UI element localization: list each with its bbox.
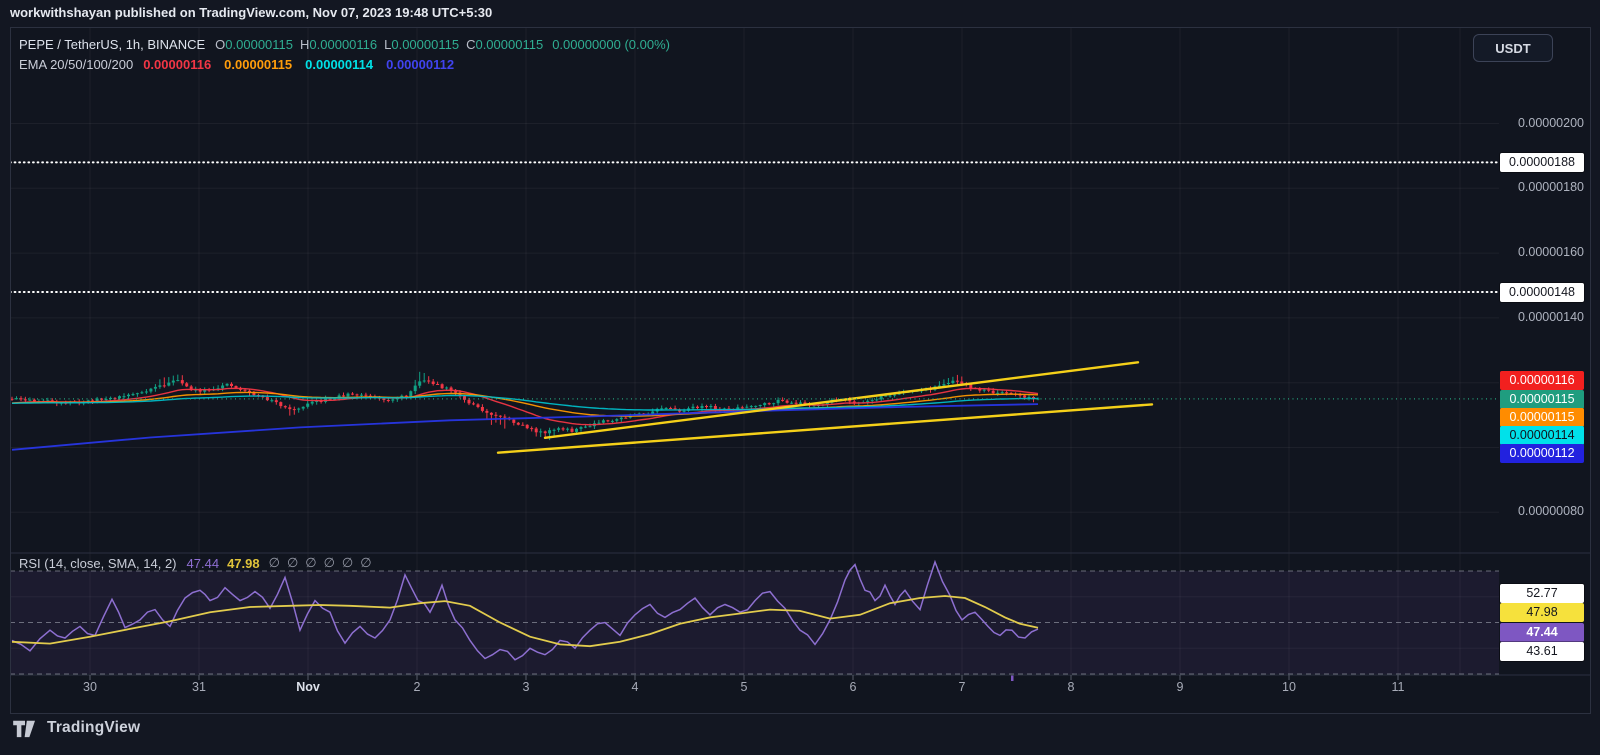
time-axis-label: 3 (522, 680, 530, 694)
ohlc-value: 0.00000115 (475, 37, 544, 52)
rsi-value-label: 47.44 (1500, 622, 1584, 642)
chart-canvas[interactable] (11, 28, 1590, 713)
attribution-text: workwithshayan published on TradingView.… (10, 5, 493, 20)
rsi-value: 47.44 (186, 555, 220, 571)
last-bar-marker (1011, 675, 1014, 681)
ohlc-value: 0.00000115 (391, 37, 460, 52)
empty-value-icon: ∅ (305, 555, 317, 570)
ohlc-key: O (215, 37, 226, 52)
trendlines[interactable] (496, 361, 1154, 454)
rsi-indicator-title[interactable]: RSI (14, close, SMA, 14, 2) (19, 555, 177, 571)
rsi-value-label: 47.98 (1500, 602, 1584, 622)
series-price-label: 0.00000115 (1500, 389, 1584, 409)
empty-value-icon: ∅ (286, 555, 299, 570)
change-value: 0.00000000 (0.00%) (552, 37, 670, 52)
rsi-ma-line[interactable] (11, 595, 1039, 648)
rsi-value-label: 43.61 (1500, 641, 1584, 661)
rsi-legend: RSI (14, close, SMA, 14, 2) 47.44 47.98 … (19, 555, 379, 571)
ohlc-key: C (466, 37, 476, 52)
empty-value-icon: ∅ (268, 555, 280, 570)
tradingview-logo-icon[interactable] (12, 718, 38, 738)
rsi-band-fill (11, 571, 1499, 674)
ema-indicator-title[interactable]: EMA 20/50/100/200 (19, 57, 134, 72)
symbol-legend: PEPE / TetherUS, 1h, BINANCE O0.00000115… (19, 37, 670, 52)
price-tick-label: 0.00000140 (1517, 309, 1584, 324)
ema-values: 0.00000116 0.00000115 0.00000114 0.00000112 (143, 57, 467, 72)
price-tick-label: 0.00000180 (1517, 180, 1584, 195)
ema-value: 0.00000114 (305, 57, 374, 72)
series-price-label: 0.00000114 (1500, 425, 1584, 445)
ema-legend: EMA 20/50/100/200 0.00000116 0.00000115 0.… (19, 57, 467, 72)
ema-20-line[interactable] (11, 387, 1039, 426)
series-price-label: 0.00000115 (1500, 407, 1584, 427)
time-axis-label: 5 (740, 680, 748, 694)
footer: TradingView (12, 712, 140, 744)
ohlc-key: H (300, 37, 310, 52)
currency-toggle-button[interactable]: USDT (1473, 34, 1553, 62)
trendline (496, 403, 1154, 454)
price-tick-label: 0.00000200 (1517, 115, 1584, 130)
rsi-line[interactable] (11, 559, 1039, 661)
ohlc-value: 0.00000116 (309, 37, 378, 52)
symbol-title[interactable]: PEPE / TetherUS, 1h, BINANCE (19, 37, 206, 52)
time-axis[interactable]: 30 31 Nov 2 3 4 5 6 7 8 9 10 11 (11, 675, 1500, 701)
ohlc-key: L (384, 37, 392, 52)
time-axis-label: 7 (958, 680, 966, 694)
empty-value-icon: ∅ (360, 555, 372, 570)
ema-value: 0.00000116 (143, 57, 212, 72)
price-level-lines[interactable] (11, 161, 1500, 293)
price-level-label: 0.00000148 (1500, 282, 1584, 302)
time-axis-label: 10 (1282, 680, 1296, 694)
ema-100-line[interactable] (11, 394, 1038, 411)
time-axis-label: 31 (192, 680, 206, 694)
ema-value: 0.00000112 (386, 57, 455, 72)
time-axis-label: Nov (296, 680, 320, 694)
time-axis-label: 30 (83, 680, 97, 694)
price-level-label: 0.00000188 (1500, 152, 1584, 172)
time-axis-label: 11 (1391, 680, 1405, 694)
price-tick-label: 0.00000160 (1517, 245, 1584, 260)
chart-frame: PEPE / TetherUS, 1h, BINANCE O0.00000115… (10, 27, 1591, 714)
ema-50-line[interactable] (11, 391, 1039, 417)
rsi-value-label: 52.77 (1500, 583, 1584, 603)
price-axis[interactable]: 0.00000200 0.00000180 0.00000160 0.00000140… (1500, 28, 1590, 675)
tradingview-brand-text[interactable]: TradingView (47, 719, 141, 736)
time-axis-label: 8 (1067, 680, 1075, 694)
empty-value-icon: ∅ (341, 555, 354, 570)
ema-value: 0.00000115 (224, 57, 293, 72)
horizontal-gridlines (11, 123, 1499, 649)
ohlc-value: 0.00000115 (225, 37, 294, 52)
ema-200-line[interactable] (11, 403, 1039, 451)
time-axis-label: 4 (631, 680, 639, 694)
series-price-label: 0.00000116 (1500, 370, 1584, 390)
rsi-axis-labels: 52.77 47.98 47.44 43.61 (1500, 548, 1590, 675)
ohlc-values: O0.00000115 H0.00000116 L0.00000115 C0.0000… (215, 37, 550, 52)
price-tick-label: 0.00000080 (1517, 504, 1584, 519)
time-axis-label: 9 (1176, 680, 1184, 694)
time-axis-label: 6 (849, 680, 857, 694)
time-axis-label: 2 (413, 680, 421, 694)
empty-value-icon: ∅ (323, 555, 335, 570)
time-axis-ticks (89, 675, 1399, 680)
series-price-label: 0.00000112 (1500, 443, 1584, 463)
rsi-empty-values: ∅ ∅ ∅ ∅ ∅ ∅ (269, 555, 379, 571)
rsi-ma-value: 47.98 (227, 555, 260, 571)
trendline (543, 361, 1140, 439)
